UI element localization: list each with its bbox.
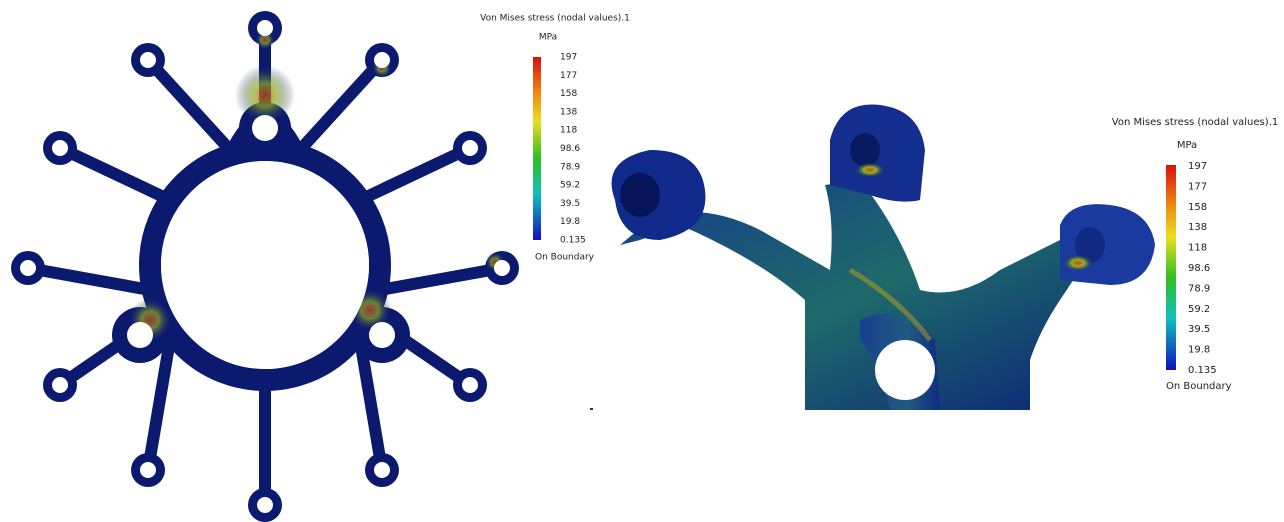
legend-unit: MPa <box>539 33 557 43</box>
legend-note: On Boundary <box>535 253 595 263</box>
legend-label: 177 <box>560 71 577 81</box>
screenshot: Von Mises stress (nodal values).1 MPa On… <box>0 0 1284 522</box>
legend-label: 19.8 <box>1188 345 1210 356</box>
legend-label: 39.5 <box>1188 324 1210 335</box>
legend-label: 158 <box>1188 202 1207 213</box>
legend-label: 197 <box>560 53 577 63</box>
legend-label: 98.6 <box>560 144 580 154</box>
bracket-model <box>590 104 1155 410</box>
legend-label: 98.6 <box>1188 263 1210 274</box>
legend-label: 59.2 <box>560 181 580 191</box>
legend-label: 158 <box>560 89 577 99</box>
legend-label: 19.8 <box>560 217 580 227</box>
legend-label: 39.5 <box>560 199 580 209</box>
legend-label: 197 <box>1188 161 1207 172</box>
legend-label: 0.135 <box>560 236 586 246</box>
legend-label: 118 <box>1188 243 1207 254</box>
color-bar <box>1166 165 1176 370</box>
legend-title: Von Mises stress (nodal values).1 <box>1112 117 1278 128</box>
legend-label: 177 <box>1188 181 1207 192</box>
legend-label: 59.2 <box>1188 304 1210 315</box>
legend-label: 138 <box>1188 222 1207 233</box>
legend: Von Mises stress (nodal values).1 MPa On… <box>480 14 630 263</box>
legend-label: 138 <box>560 107 577 117</box>
legend-unit: MPa <box>1177 140 1197 151</box>
legend-label: 118 <box>560 126 577 136</box>
legend-label: 78.9 <box>560 162 580 172</box>
legend-label: 78.9 <box>1188 283 1210 294</box>
color-bar <box>533 57 541 240</box>
legend-title: Von Mises stress (nodal values).1 <box>480 14 630 24</box>
legend-note: On Boundary <box>1166 381 1232 392</box>
ring-model <box>11 11 519 522</box>
legend-label: 0.135 <box>1188 365 1217 376</box>
